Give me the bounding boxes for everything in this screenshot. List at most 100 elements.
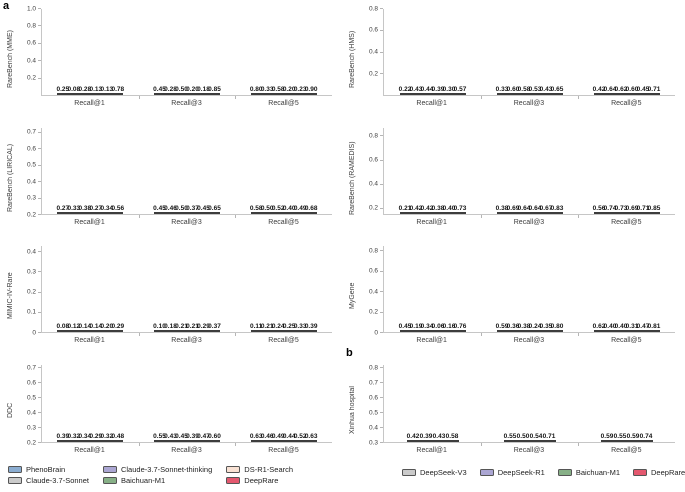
bar-value-label: 0.73 [614,204,628,212]
bar-deeprare: 0.65 [208,205,221,214]
plot-area: 0.39 0.32 0.34 0.29 0.32 0.48 0.55 0.43 0.45 0.39… [41,365,332,446]
y-axis-title: MIMIC-IV-Rare [7,272,14,320]
legend-panel-b: DeepSeek-V3 DeepSeek-R1 Baichuan-M1 DeepRar… [342,461,685,492]
bar-value-label: 0.52 [271,204,285,212]
legend-swatch-deeprare [633,469,648,477]
bar-phenobrain: 0.59 [496,323,508,332]
bar-ds-r1-search: 0.67 [540,205,552,214]
bar-group-recall-5: 0.11 0.21 0.24 0.25 0.33 0.39 [250,323,317,332]
x-category-label: Recall@1 [416,100,447,107]
bar-claude-3-7-sonnet: 0.43 [410,86,422,95]
bar-value-label: 0.39 [304,322,318,330]
bar-value-label: 0.43 [539,85,553,93]
plot-area: 0.08 0.12 0.14 0.14 0.20 0.29 0.10 0.18 0.21 0.21… [41,246,332,336]
y-tick-label: 0.1 [26,308,36,316]
x-category-label: Recall@5 [611,100,642,107]
chart-main: 0.3 0.4 0.5 0.6 0.7 0.8 0.42 0.39 0.43 0.58 0.55 0.… [359,364,675,456]
bar-value-label: 0.43 [409,85,423,93]
bar-value-label: 0.45 [153,85,166,93]
bar-deeprare: 0.48 [112,433,124,442]
y-tick-label: 0.3 [368,438,378,446]
legend-label-deeprare: DeepRare [651,468,685,477]
y-tick-mark [38,8,41,9]
bar-baichuan-m1: 0.14 [90,323,102,332]
bar-ds-r1-search: 0.71 [637,205,649,214]
bar-claude-3-7-sonnet-thinking: 0.44 [421,86,433,95]
legend-item-deepseek-r1: DeepSeek-R1 [479,468,545,477]
y-tick-mark [380,442,383,443]
bar-value-label: 0.45 [636,85,650,93]
x-category-label: Recall@5 [268,100,299,107]
bar-baichuan-m1: 0.40 [283,205,295,214]
bar-value-label: 0.71 [647,85,661,93]
bar-claude-3-7-sonnet-thinking: 0.64 [518,205,530,214]
x-category-label: Recall@5 [611,447,642,454]
bar-value-label: 0.27 [89,204,103,212]
y-tick-label: 0.5 [368,408,378,416]
bar-deeprare: 0.29 [112,323,124,332]
bar-ds-r1-search: 0.16 [443,323,455,332]
bar-claude-3-7-sonnet: 0.64 [604,86,616,95]
y-tick-label: 0.4 [26,408,36,416]
bar-claude-3-7-sonnet-thinking: 0.50 [175,205,188,214]
bar-baichuan-m1: 0.25 [283,323,295,332]
bar-value-label: 0.25 [282,322,296,330]
bar-claude-3-7-sonnet: 0.46 [164,205,177,214]
y-tick-mark [38,367,41,368]
bar-claude-3-7-sonnet-thinking: 0.40 [615,323,627,332]
bar-group-recall-3: 0.10 0.18 0.21 0.21 0.29 0.37 [153,323,221,332]
legend-column: PhenoBrain Claude-3.7-Sonnet [8,466,89,484]
bar-baichuan-m1: 0.06 [432,323,444,332]
bar-value-label: 0.21 [175,322,188,330]
x-axis-labels: Recall@1 Recall@3 Recall@5 [41,96,332,109]
bar-value-label: 0.90 [304,85,318,93]
bar-value-label: 0.43 [432,432,446,440]
bar-value-label: 0.32 [67,432,81,440]
bar-deeprare: 0.81 [648,323,660,332]
x-category-label: Recall@5 [268,337,299,344]
bar-value-label: 0.69 [625,204,639,212]
bar-value-label: 0.18 [164,322,177,330]
bar-value-label: 0.16 [442,322,456,330]
y-axis-ticks: 0 0.1 0.2 0.3 0.4 [17,246,41,335]
bar-claude-3-7-sonnet-thinking: 0.34 [79,433,91,442]
bar-value-label: 0.57 [453,85,467,93]
bar-value-label: 0.34 [100,204,114,212]
x-tick-mark [235,443,237,446]
bar-deeprare: 0.73 [454,205,466,214]
bar-deeprare: 0.65 [551,86,563,95]
chart-upper: 0 0.1 0.2 0.3 0.4 0.08 0.12 0.14 0.14 0.20 0.29 0.1… [17,246,332,336]
x-axis-labels: Recall@1 Recall@3 Recall@5 [383,96,675,109]
bar-deeprare: 0.63 [305,433,317,442]
y-axis-title: RareBench (HMS) [349,30,356,88]
y-tick-label: 0.3 [26,194,36,202]
y-tick-label: 0.2 [26,210,36,218]
y-tick-label: 0.2 [368,70,378,77]
x-axis-row: Recall@1 Recall@3 Recall@5 [17,333,332,346]
x-tick-mark [480,215,482,218]
legend-label-deepseek-r1: DeepSeek-R1 [497,468,545,477]
bar-ds-r1-search: 0.30 [443,86,455,95]
chart-main: 0 0.1 0.2 0.3 0.4 0.08 0.12 0.14 0.14 0.20 0.29 0.1… [17,246,332,346]
legend-label-claude-3-7-sonnet: Claude-3.7-Sonnet [26,475,89,485]
bar-claude-3-7-sonnet: 0.32 [68,433,80,442]
legend-panel-a: PhenoBrain Claude-3.7-Sonnet Claude-3.7-So… [0,461,342,492]
bar-value-label: 0.35 [539,322,553,330]
bar-value-label: 0.11 [249,322,263,330]
bar-deeprare: 0.90 [305,86,317,95]
bar-value-label: 0.18 [197,85,210,93]
y-tick-mark [380,73,383,75]
bar-phenobrain: 0.55 [153,433,166,442]
bar-value-label: 0.45 [175,432,188,440]
bar-value-label: 0.64 [603,85,617,93]
bar-claude-3-7-sonnet-thinking: 0.24 [272,323,284,332]
bar-group-recall-1: 0.45 0.19 0.34 0.06 0.16 0.76 [399,323,466,332]
y-axis-title: RareBench (RAMEDIS) [349,141,356,215]
x-tick-mark [578,443,579,446]
x-axis-labels: Recall@1 Recall@3 Recall@5 [383,443,675,456]
bar-value-label: 0.40 [442,204,456,212]
bar-value-label: 0.42 [592,85,606,93]
bar-claude-3-7-sonnet-thinking: 0.38 [79,205,91,214]
bar-value-label: 0.67 [539,204,553,212]
bar-value-label: 0.80 [249,85,263,93]
